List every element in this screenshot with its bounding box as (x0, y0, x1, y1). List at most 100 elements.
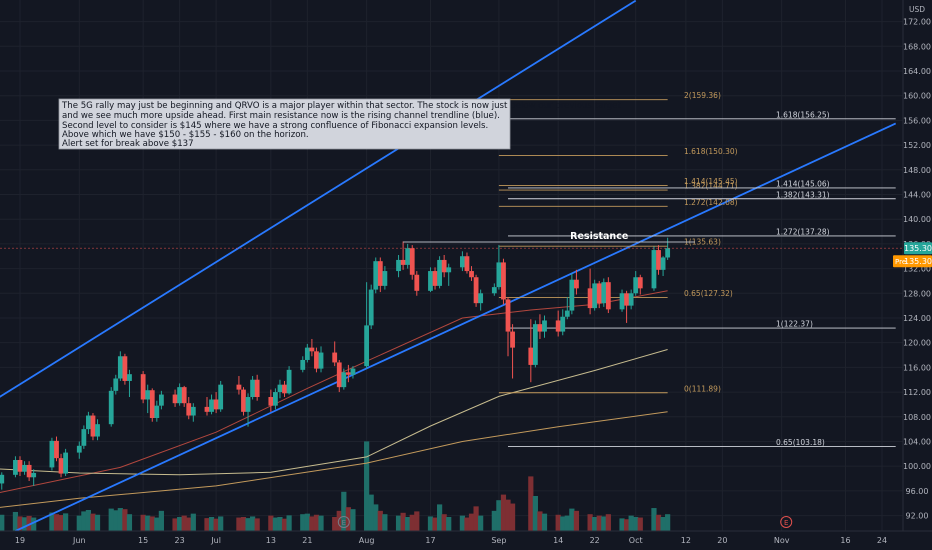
x-tick-label: Sep (491, 536, 506, 545)
candle-body (90, 415, 96, 437)
volume-bar (623, 519, 630, 531)
x-tick-label: 13 (266, 536, 276, 545)
candle-body (63, 452, 69, 474)
fib-level-label: 1(122.37) (776, 320, 813, 329)
channel-trendlines[interactable] (0, 0, 897, 532)
candle-body (601, 282, 607, 304)
x-tick-label: 20 (717, 536, 727, 545)
candle-body (17, 459, 23, 472)
fib-level-label: 1.272(137.28) (776, 227, 830, 236)
volume-bar (272, 517, 279, 531)
volume-bar (85, 510, 92, 531)
time-axis[interactable]: 19 Jun 15 23 Jul 13 21 Aug 17 Sep 14 22 Oct 12 20 Nov 16… (0, 530, 932, 550)
volume-bar (81, 511, 87, 531)
price-tags: 135.30 Pre 135.30 (893, 242, 932, 268)
candle-body (314, 351, 319, 369)
last-price-tag (904, 242, 932, 255)
candle-body (122, 356, 128, 381)
volume-bar (368, 494, 374, 531)
y-tick-label: 112.00 (903, 388, 931, 397)
candle-body (437, 259, 442, 286)
volume-bar (459, 515, 466, 531)
candle-body (368, 289, 374, 326)
x-tick-label: 24 (877, 536, 887, 545)
volume-bar (208, 517, 215, 531)
candle-body (364, 325, 370, 367)
candle-body (22, 464, 27, 472)
volume-bar (427, 516, 434, 531)
volume-bar (619, 518, 625, 531)
candle-body (624, 293, 629, 306)
candle-body (113, 378, 119, 391)
candle-body (651, 250, 657, 289)
candle-body (505, 299, 511, 332)
volume-bar (665, 514, 671, 531)
candle-body (574, 279, 579, 289)
candle-body (341, 372, 347, 388)
x-tick-label: 12 (681, 536, 691, 545)
volume-bar (108, 508, 114, 531)
resistance-line[interactable]: Resistance (403, 231, 696, 243)
volume-bar (277, 517, 283, 531)
x-tick-label: Jun (72, 536, 86, 545)
candle-body (277, 384, 283, 393)
volume-bar (400, 512, 406, 531)
earnings-marker-label: E (342, 519, 346, 527)
candle-body (245, 397, 251, 412)
candle-body (469, 271, 474, 278)
volume-bar (441, 514, 447, 531)
candle-body (350, 368, 356, 375)
candle-body (400, 259, 406, 265)
volume-bar (555, 514, 561, 531)
x-tick-label: Jul (210, 536, 221, 545)
volume-bar (573, 510, 580, 531)
candle-body (665, 248, 671, 258)
volume-bar (569, 508, 575, 531)
volume-bar (126, 514, 133, 531)
earnings-marker[interactable] (780, 516, 793, 528)
text-note-line: Above which we have $150 - $155 - $160 o… (62, 130, 309, 140)
earnings-marker[interactable] (337, 516, 350, 528)
text-note-box[interactable] (58, 98, 511, 150)
candle-body (186, 403, 192, 416)
volume-bar (90, 513, 96, 531)
candle-body (377, 261, 383, 286)
text-note-line: Second level to consider is $145 where w… (62, 121, 488, 131)
y-tick-label: 108.00 (903, 413, 931, 422)
volume-bar (172, 518, 178, 531)
fib-level-label: 1(135.63) (684, 238, 721, 247)
y-tick-label: 144.00 (903, 190, 931, 199)
channel-trendline[interactable] (15, 122, 897, 532)
fibonacci-levels[interactable]: 2(159.36)1.618(150.30)1.414(145.45)1.382… (498, 91, 896, 447)
volume-bar (601, 516, 607, 531)
candle-body (555, 320, 561, 332)
pre-market-tag (893, 255, 932, 268)
volume-bar (313, 514, 320, 531)
y-tick-label: 100.00 (903, 462, 931, 471)
candle-body (304, 347, 310, 360)
volume-bar (218, 516, 224, 531)
candle-body (282, 384, 287, 394)
candle-body (286, 369, 292, 394)
volume-bar (528, 476, 534, 531)
channel-trendline[interactable] (0, 0, 637, 402)
volume-bar (432, 517, 438, 531)
y-tick-label: 168.00 (903, 42, 931, 51)
candle-body (510, 331, 515, 348)
candle-body (409, 248, 415, 275)
candle-body (76, 445, 82, 453)
candle-body (428, 271, 433, 291)
candle-body (158, 394, 164, 406)
volume-bar (149, 516, 155, 531)
y-tick-label: 152.00 (903, 141, 931, 150)
volume-bar (464, 517, 470, 531)
text-note[interactable]: The 5G rally may just be beginning and Q… (58, 98, 621, 150)
candle-body (300, 359, 306, 370)
volume-bar (605, 514, 611, 531)
candle-body (204, 406, 210, 412)
y-tick-label: 128.00 (903, 289, 931, 298)
volume-bar (140, 514, 146, 531)
volume-bar (377, 510, 383, 531)
